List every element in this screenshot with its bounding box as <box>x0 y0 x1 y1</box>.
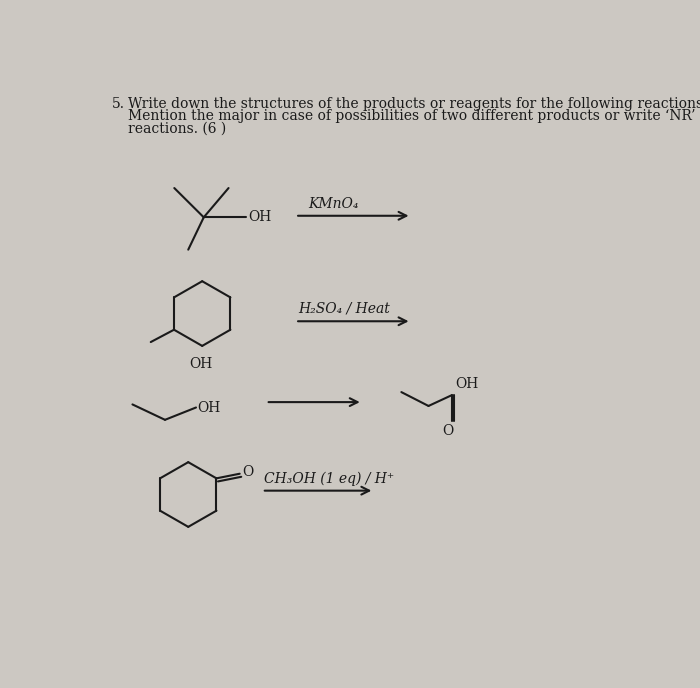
Text: CH₃OH (1 eq) / H⁺: CH₃OH (1 eq) / H⁺ <box>264 471 395 486</box>
Text: reactions. (6 ): reactions. (6 ) <box>128 122 226 136</box>
Text: O: O <box>442 424 454 438</box>
Text: Mention the major in case of possibilities of two different products or write ‘N: Mention the major in case of possibiliti… <box>128 109 700 123</box>
Text: H₂SO₄ / Heat: H₂SO₄ / Heat <box>298 301 390 315</box>
Text: KMnO₄: KMnO₄ <box>309 197 359 211</box>
Text: O: O <box>242 465 253 479</box>
Text: OH: OH <box>189 356 212 371</box>
Text: 5.: 5. <box>112 97 125 111</box>
Text: OH: OH <box>248 211 271 224</box>
Text: Write down the structures of the products or reagents for the following reaction: Write down the structures of the product… <box>128 97 700 111</box>
Text: OH: OH <box>197 400 220 414</box>
Text: OH: OH <box>456 376 479 391</box>
